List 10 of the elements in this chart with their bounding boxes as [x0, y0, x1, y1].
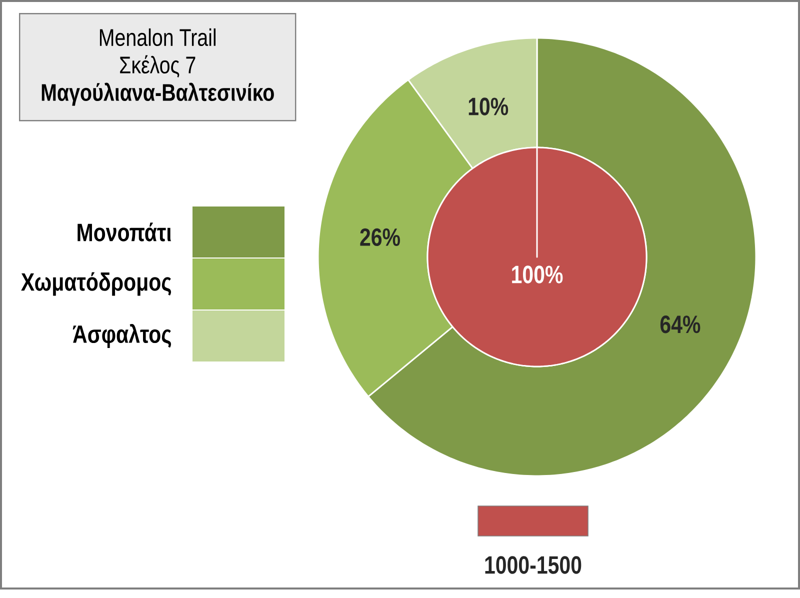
data-label: 100% — [512, 266, 563, 284]
data-label: 64% — [660, 316, 700, 334]
text: Σκέλος 7 Μαγούλιανα-Βαλτεσινίκο — [42, 55, 274, 106]
data-label: 10% — [468, 98, 508, 116]
data-label: 26% — [360, 228, 400, 246]
legend-label: Άσφαλτος — [72, 324, 171, 348]
legend-label: Χωματόδρομος — [21, 272, 172, 296]
legend-label: Μονοπάτι — [78, 222, 172, 242]
chart-title: Menalon Trail — [100, 28, 216, 46]
legend-label: 1000-1500 — [485, 556, 582, 574]
